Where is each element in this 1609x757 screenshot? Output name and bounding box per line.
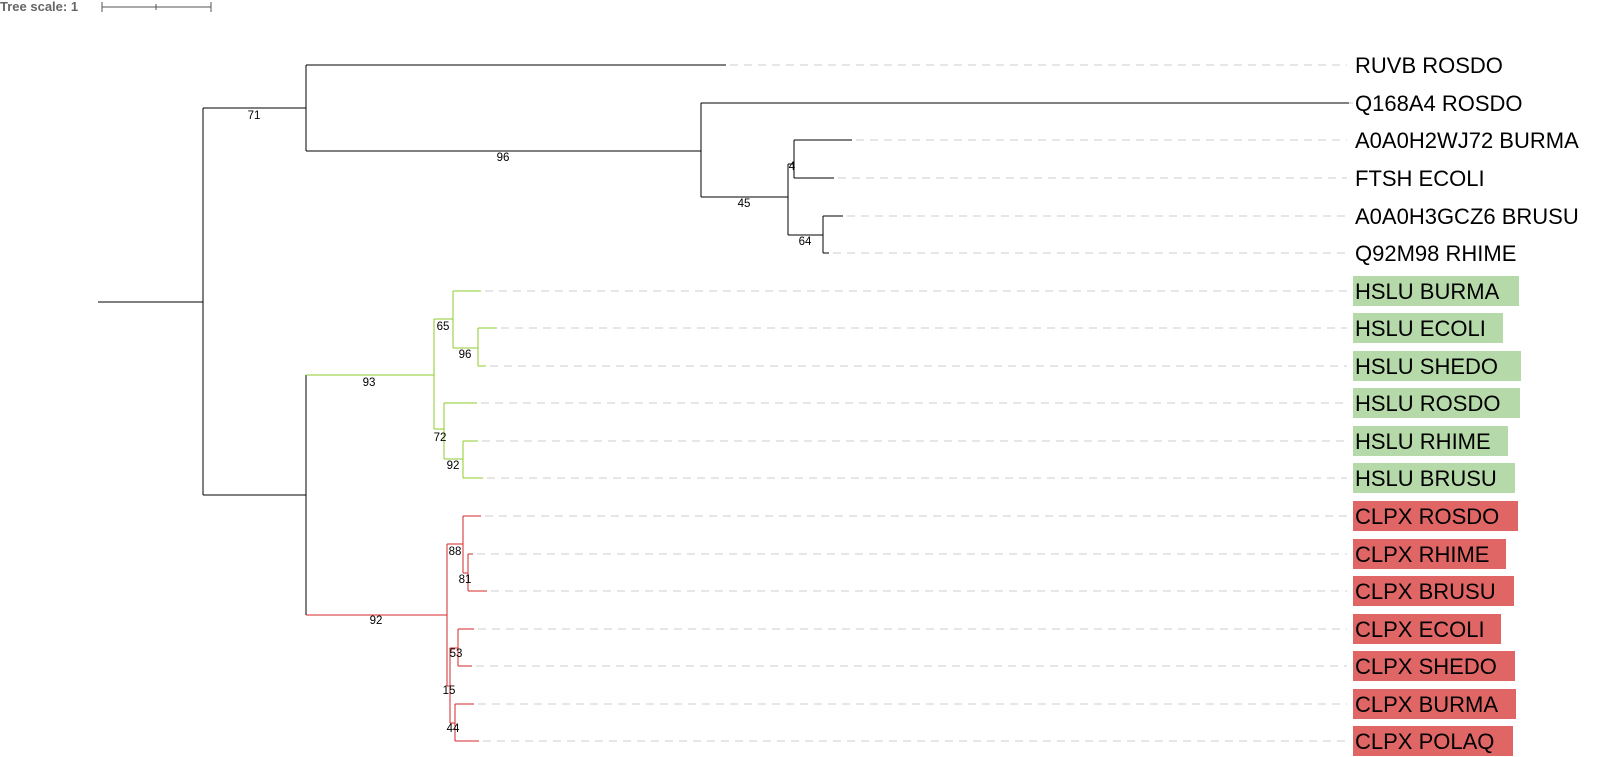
- leaf-label: CLPX BURMA: [1355, 692, 1498, 717]
- support-value: 92: [370, 615, 383, 627]
- support-value: 53: [450, 648, 463, 660]
- clpx-leaf-highlight: [1353, 726, 1513, 756]
- support-value: 45: [738, 198, 751, 210]
- support-value: 44: [447, 723, 460, 735]
- leaf-label: HSLU ECOLI: [1355, 316, 1486, 341]
- clpx-leaf-highlight: [1353, 614, 1501, 644]
- support-value: 96: [497, 152, 510, 164]
- support-value: 64: [799, 236, 812, 248]
- clpx-leaf-highlight: [1353, 689, 1516, 719]
- support-value: 88: [449, 546, 462, 558]
- leaf-guide-lines: [476, 64, 1353, 742]
- support-values: 71 96 45 4 64 93 65 96 72 92 92 88 81 15 53 44: [248, 110, 812, 735]
- hslu-leaf-highlight: [1353, 313, 1503, 343]
- support-value: 15: [443, 685, 456, 697]
- tree-scale-label: Tree scale: 1: [0, 0, 78, 14]
- hslu-leaf-highlight: [1353, 426, 1508, 456]
- leaf-label: A0A0H2WJ72 BURMA: [1355, 128, 1579, 153]
- leaf-label: RUVB ROSDO: [1355, 53, 1503, 78]
- support-value: 81: [459, 574, 472, 586]
- hslu-leaf-highlight: [1353, 276, 1519, 306]
- leaf-labels: RUVB ROSDO Q168A4 ROSDO A0A0H2WJ72 BURMA FT…: [1355, 53, 1579, 754]
- leaf-label: A0A0H3GCZ6 BRUSU: [1355, 204, 1579, 229]
- leaf-label: Q92M98 RHIME: [1355, 241, 1516, 266]
- leaf-label: CLPX POLAQ: [1355, 729, 1494, 754]
- leaf-label: HSLU BRUSU: [1355, 466, 1497, 491]
- leaf-label: HSLU SHEDO: [1355, 354, 1498, 379]
- support-value: 4: [789, 161, 796, 173]
- leaf-label: HSLU RHIME: [1355, 429, 1491, 454]
- clpx-leaf-highlight: [1353, 501, 1518, 531]
- clpx-leaf-highlight: [1353, 651, 1515, 681]
- support-value: 96: [459, 349, 472, 361]
- support-value: 71: [248, 110, 261, 122]
- tree-scale-bar: [101, 2, 212, 12]
- support-value: 72: [434, 432, 447, 444]
- hslu-leaf-highlight: [1353, 463, 1515, 493]
- clpx-leaf-highlight: [1353, 539, 1506, 569]
- leaf-label: CLPX SHEDO: [1355, 654, 1497, 679]
- leaf-label: CLPX RHIME: [1355, 542, 1489, 567]
- tree-scale: Tree scale: 1: [0, 0, 212, 14]
- hslu-leaf-highlight: [1353, 351, 1521, 381]
- leaf-label: HSLU BURMA: [1355, 279, 1500, 304]
- leaf-label: Q168A4 ROSDO: [1355, 91, 1523, 116]
- support-value: 65: [437, 321, 450, 333]
- support-value: 93: [363, 377, 376, 389]
- leaf-label: CLPX ECOLI: [1355, 617, 1485, 642]
- leaf-label: HSLU ROSDO: [1355, 391, 1500, 416]
- leaf-label: FTSH ECOLI: [1355, 166, 1485, 191]
- leaf-label: CLPX BRUSU: [1355, 579, 1496, 604]
- support-value: 92: [447, 460, 460, 472]
- clpx-leaf-highlight: [1353, 576, 1514, 606]
- tree-branches: [98, 64, 1349, 742]
- clade-highlights: [1353, 276, 1521, 756]
- leaf-label: CLPX ROSDO: [1355, 504, 1499, 529]
- hslu-leaf-highlight: [1353, 388, 1520, 418]
